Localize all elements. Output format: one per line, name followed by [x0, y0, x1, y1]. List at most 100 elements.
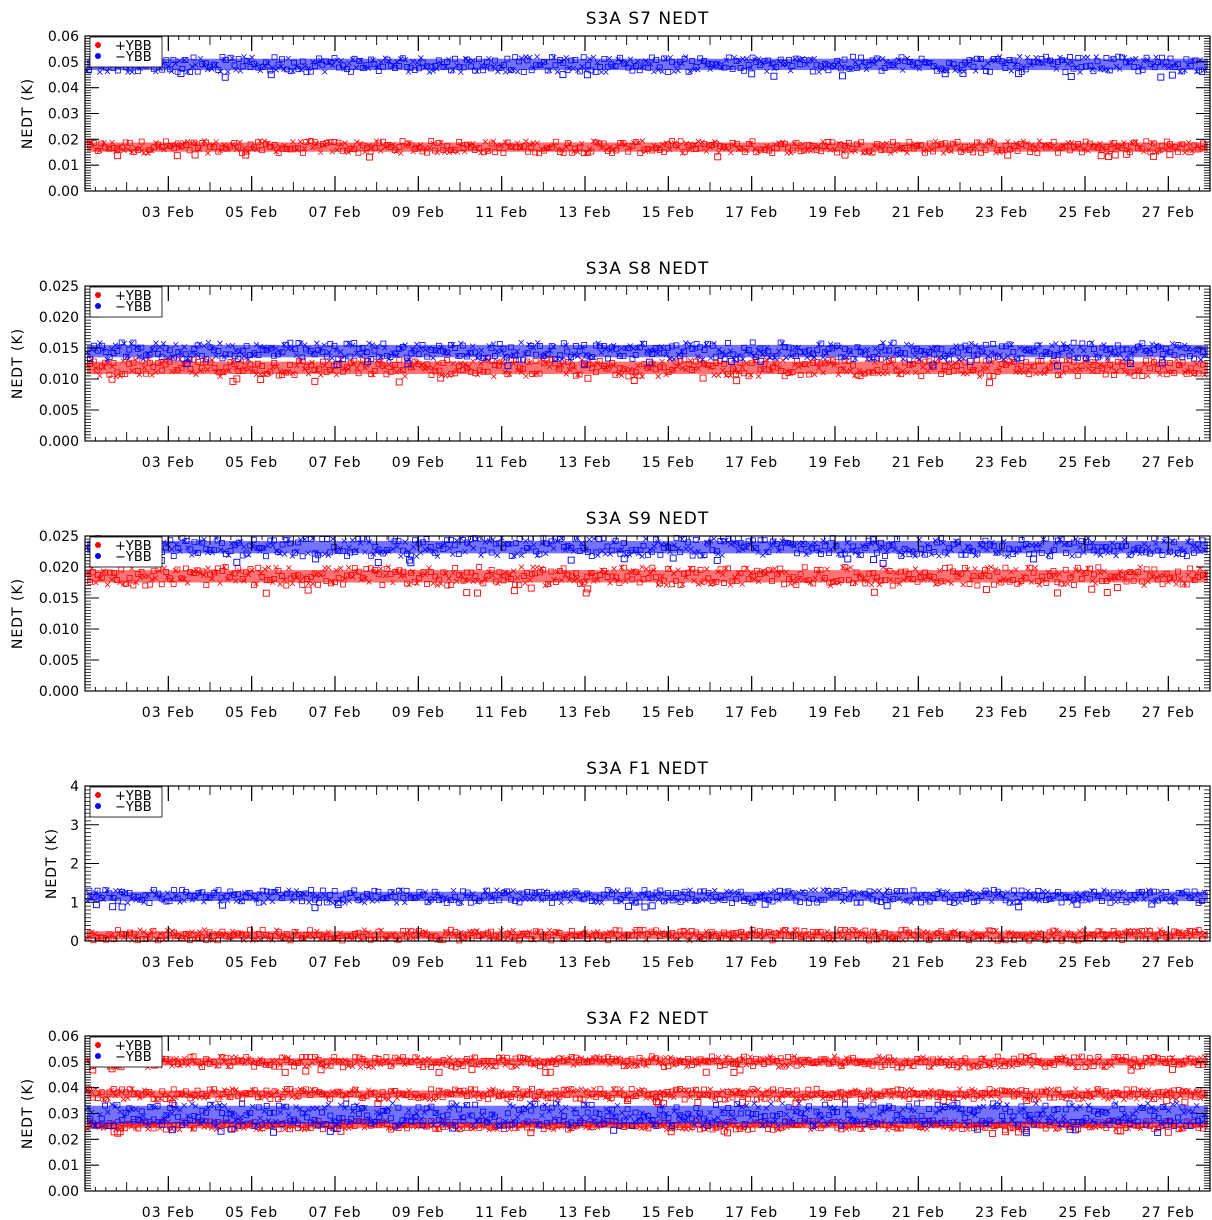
- data-point: [255, 64, 262, 71]
- data-point: [721, 64, 728, 71]
- data-point: [976, 56, 983, 63]
- data-point: [1088, 340, 1095, 346]
- x-tick-label: 13 Feb: [558, 705, 611, 721]
- data-point: [1023, 142, 1030, 149]
- data-point: [889, 61, 896, 68]
- x-tick-label: 05 Feb: [225, 955, 278, 971]
- data-point: [916, 65, 923, 72]
- x-ticks: [84, 786, 1211, 941]
- data-point-outlier: [584, 585, 592, 593]
- data-point: [677, 138, 684, 145]
- panel-title: S3A F1 NEDT: [586, 759, 709, 779]
- data-point: [948, 148, 954, 155]
- data-point: [554, 69, 561, 75]
- data-point-outlier: [173, 152, 181, 160]
- data-point: [380, 138, 386, 145]
- data-point: [894, 142, 900, 149]
- data-point: [717, 143, 724, 149]
- data-point-outlier: [770, 72, 778, 80]
- data-point: [1095, 564, 1102, 571]
- data-point: [729, 139, 736, 146]
- y-tick-label: 0.020: [39, 310, 79, 326]
- data-point: [444, 58, 450, 65]
- data-point: [837, 65, 844, 72]
- data-point: [518, 339, 524, 346]
- data-point: [148, 147, 155, 154]
- data-point: [789, 147, 796, 154]
- data-point: [167, 66, 174, 73]
- data-point: [325, 565, 332, 571]
- data-point-outlier: [463, 589, 471, 597]
- data-point: [768, 61, 774, 67]
- data-point: [586, 56, 593, 62]
- data-point-outlier: [641, 903, 649, 911]
- data-point: [892, 63, 899, 69]
- data-point: [211, 61, 217, 68]
- x-tick-label: 05 Feb: [225, 455, 278, 471]
- data-point-outlier: [1113, 584, 1121, 592]
- data-point: [500, 149, 507, 156]
- data-point: [639, 553, 645, 560]
- data-point: [693, 146, 699, 152]
- data-point: [446, 56, 452, 63]
- data-point: [889, 139, 896, 146]
- data-point: [428, 138, 435, 145]
- data-point: [323, 140, 330, 146]
- data-point: [761, 57, 768, 64]
- data-point: [432, 147, 438, 154]
- data-point: [480, 67, 487, 74]
- data-point: [600, 140, 607, 147]
- data-point: [970, 63, 977, 70]
- data-point: [1014, 148, 1021, 154]
- data-point: [269, 64, 276, 71]
- data-point: [201, 138, 208, 144]
- data-point: [494, 552, 501, 559]
- x-tick-label: 03 Feb: [142, 705, 195, 721]
- data-point: [254, 139, 261, 146]
- data-point: [580, 54, 587, 61]
- data-point: [922, 149, 928, 156]
- data-point: [588, 67, 595, 74]
- data-point: [846, 139, 852, 146]
- data-point: [283, 66, 290, 73]
- series-minus-ybb: [84, 53, 1208, 81]
- x-tick-label: 17 Feb: [725, 705, 778, 721]
- data-point: [960, 581, 966, 588]
- data-point: [659, 141, 666, 148]
- data-point: [608, 61, 615, 68]
- legend-marker: [95, 553, 101, 559]
- data-point: [305, 65, 312, 72]
- data-point: [478, 552, 484, 558]
- data-point: [125, 69, 131, 75]
- data-point: [950, 61, 957, 68]
- data-point: [1022, 66, 1029, 73]
- x-ticks: [84, 536, 1211, 691]
- data-point: [883, 140, 890, 147]
- legend-label: −YBB: [115, 550, 152, 565]
- data-point: [1066, 147, 1073, 154]
- data-point: [693, 63, 700, 70]
- data-point: [682, 54, 689, 60]
- x-tick-label: 19 Feb: [808, 205, 861, 221]
- data-point: [725, 340, 731, 346]
- data-point: [257, 67, 264, 74]
- data-point: [526, 54, 533, 61]
- data-point-outlier: [395, 378, 403, 386]
- data-point-outlier: [304, 586, 312, 594]
- data-point: [456, 139, 463, 145]
- data-point: [811, 55, 818, 62]
- data-point: [981, 142, 987, 148]
- data-point: [900, 147, 906, 153]
- data-point-outlier: [841, 151, 849, 159]
- data-point: [1086, 140, 1093, 147]
- data-point: [146, 899, 153, 906]
- data-point: [755, 373, 762, 379]
- data-point: [179, 65, 186, 72]
- data-point: [938, 141, 945, 147]
- data-point: [1143, 138, 1150, 145]
- data-point: [1024, 140, 1031, 147]
- data-point: [331, 55, 338, 62]
- data-point-outlier: [114, 152, 122, 160]
- data-point: [377, 148, 384, 154]
- data-point: [524, 57, 531, 64]
